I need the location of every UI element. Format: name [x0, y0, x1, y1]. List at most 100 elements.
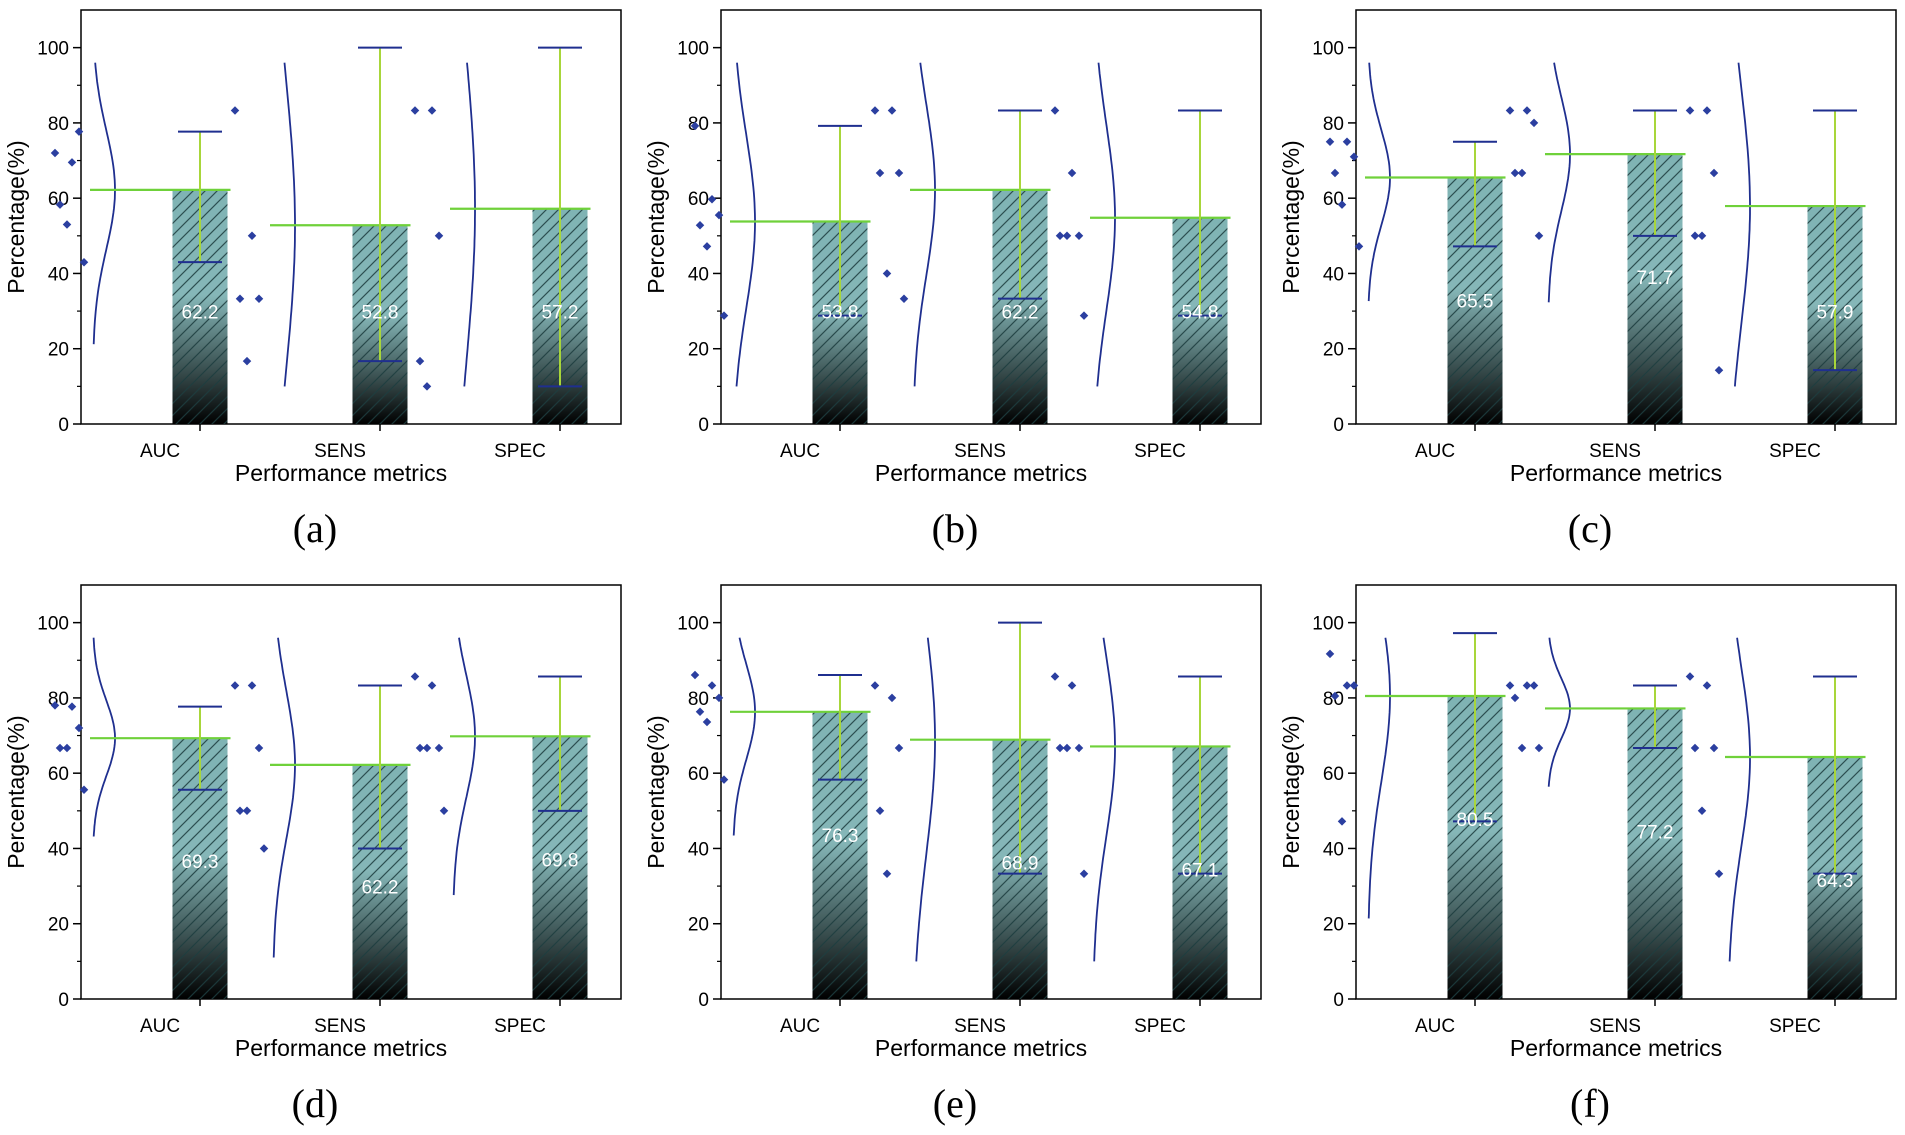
x-axis-title: Performance metrics — [235, 460, 447, 486]
data-point — [1330, 168, 1340, 178]
x-axis: AUC SENS SPEC Performance metrics — [780, 424, 1201, 486]
data-point — [235, 294, 245, 303]
bar-value-label: 67.1 — [1182, 860, 1219, 881]
y-tick-label: 0 — [58, 415, 69, 436]
data-point — [1685, 106, 1695, 115]
distribution-curve — [463, 62, 476, 387]
y-tick-label: 80 — [688, 689, 709, 710]
data-point — [1505, 681, 1515, 690]
data-point — [434, 231, 444, 241]
x-axis-title: Performance metrics — [1510, 460, 1722, 486]
data-point — [1079, 311, 1089, 320]
bar-value-label: 62.2 — [1002, 303, 1039, 324]
data-point — [1510, 693, 1520, 703]
x-tick-label: AUC — [140, 441, 180, 462]
axes-box — [80, 9, 622, 425]
x-tick-label: SENS — [314, 1016, 366, 1037]
data-point — [1522, 106, 1532, 115]
y-axis-title: Percentage(%) — [1278, 715, 1304, 868]
bar-value-label: 69.3 — [182, 852, 219, 873]
metric-group-auc: 65.5 — [1325, 62, 1506, 424]
data-point — [427, 681, 437, 690]
x-tick-label: AUC — [1415, 1016, 1455, 1037]
plot-frame — [80, 9, 622, 425]
data-point — [1685, 672, 1695, 681]
data-point — [434, 743, 444, 753]
y-tick-label: 100 — [677, 39, 709, 60]
data-point — [50, 148, 60, 158]
metric-group-spec: 57.9 — [1685, 62, 1866, 424]
data-point — [714, 693, 724, 703]
data-point — [1702, 106, 1712, 115]
data-point — [1517, 168, 1527, 178]
y-tick-label: 40 — [688, 839, 709, 860]
y-tick-label: 80 — [48, 689, 69, 710]
data-point — [67, 158, 77, 167]
chart-panel-c: 0 20 40 60 80 100 Percentage(%) AUC SENS SPEC Perf… — [1275, 0, 1905, 560]
axes-box — [720, 584, 1262, 1000]
y-tick-label: 40 — [48, 839, 69, 860]
distribution-curve — [732, 637, 756, 836]
distribution-curve — [452, 637, 476, 896]
y-tick-label: 0 — [58, 990, 69, 1011]
panel-label-e: (e) — [932, 1081, 978, 1126]
metric-group-spec: 67.1 — [1050, 637, 1231, 999]
bar-value-label: 76.3 — [822, 826, 859, 847]
distribution-curve — [1367, 637, 1391, 919]
y-tick-label: 60 — [688, 764, 709, 785]
y-tick-label: 60 — [688, 189, 709, 210]
data-point — [410, 106, 420, 115]
bar-value-label: 62.2 — [362, 878, 399, 899]
y-tick-label: 0 — [1333, 415, 1344, 436]
x-axis: AUC SENS SPEC Performance metrics — [1415, 424, 1836, 486]
data-point — [894, 168, 904, 178]
data-point — [1062, 743, 1072, 753]
plot-area-f: 0 20 40 60 80 100 Percentage(%) AUC SENS SPEC Perf… — [1278, 584, 1897, 1061]
bar-value-label: 53.8 — [822, 303, 859, 324]
x-tick-label: SPEC — [1134, 441, 1186, 462]
x-tick-label: AUC — [1415, 441, 1455, 462]
data-point — [870, 681, 880, 690]
data-point — [410, 672, 420, 681]
data-point — [1062, 231, 1072, 241]
y-axis-title: Percentage(%) — [1278, 140, 1304, 293]
x-tick-label: SPEC — [494, 1016, 546, 1037]
y-tick-label: 20 — [688, 915, 709, 936]
distribution-curve — [1547, 637, 1571, 787]
data-point — [1349, 681, 1359, 690]
data-point — [50, 701, 60, 710]
bar-value-label: 65.5 — [1457, 291, 1494, 312]
data-point — [1702, 681, 1712, 690]
y-tick-label: 60 — [48, 764, 69, 785]
x-axis-title: Performance metrics — [875, 1035, 1087, 1061]
data-point — [1697, 806, 1707, 816]
x-tick-label: SPEC — [1769, 1016, 1821, 1037]
y-axis-title: Percentage(%) — [3, 715, 29, 868]
y-tick-label: 20 — [1323, 915, 1344, 936]
data-point — [1517, 743, 1527, 753]
data-point — [882, 869, 892, 878]
metric-group-spec: 64.3 — [1685, 637, 1866, 999]
metric-group-sens: 62.2 — [870, 62, 1051, 424]
data-point — [695, 221, 705, 230]
data-point — [422, 743, 432, 753]
data-point — [1534, 231, 1544, 241]
distribution-curve — [272, 637, 296, 958]
x-axis: AUC SENS SPEC Performance metrics — [780, 999, 1201, 1061]
plot-frame — [80, 584, 622, 1000]
y-tick-label: 80 — [48, 114, 69, 135]
chart-panel-e: 0 20 40 60 80 100 Percentage(%) AUC SENS SPEC Perf… — [640, 575, 1270, 1135]
x-tick-label: SENS — [954, 1016, 1006, 1037]
data-point — [899, 294, 909, 303]
data-point — [1349, 152, 1359, 162]
data-point — [1529, 118, 1539, 128]
data-point — [427, 106, 437, 115]
bar-value-label: 69.8 — [542, 850, 579, 871]
data-point — [67, 702, 77, 711]
data-point — [439, 806, 449, 816]
